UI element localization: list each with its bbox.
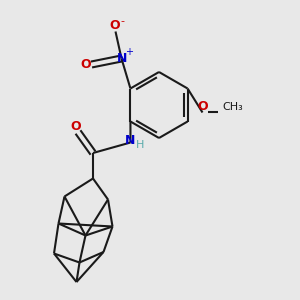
Text: CH₃: CH₃ (222, 101, 243, 112)
Text: O: O (81, 58, 92, 71)
Text: +: + (125, 47, 133, 57)
Text: H: H (136, 140, 144, 151)
Text: N: N (125, 134, 136, 148)
Text: O: O (70, 120, 81, 133)
Text: -: - (120, 16, 124, 26)
Text: O: O (110, 19, 120, 32)
Text: N: N (117, 52, 127, 65)
Text: O: O (197, 100, 208, 113)
